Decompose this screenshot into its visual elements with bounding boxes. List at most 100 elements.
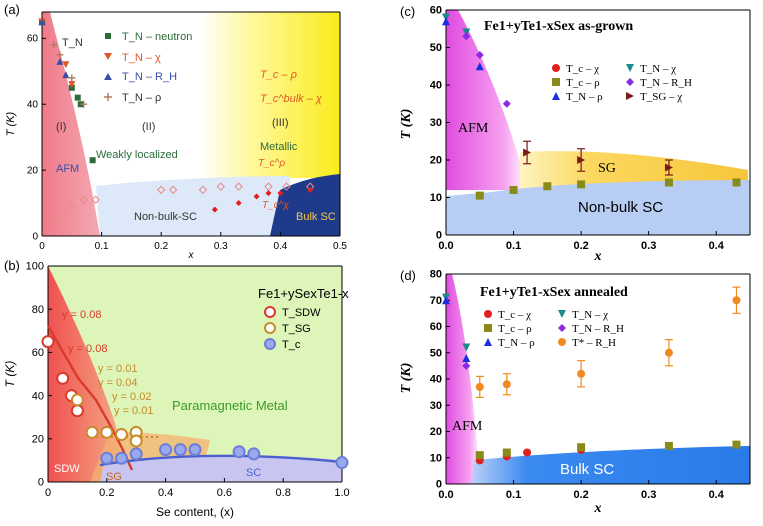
- legend-marker: [552, 64, 560, 72]
- b-point: [159, 443, 173, 457]
- point: [732, 440, 741, 449]
- legend-marker: [558, 324, 566, 332]
- c-legend: T_c – χ T_N – χ T_c – ρ T_N – R_H T_N – ρ T_S…: [552, 63, 692, 103]
- y-tick-label: 0: [38, 477, 44, 489]
- d-title: Fe1+yTe1-xSex annealed: [480, 285, 628, 300]
- b-y-annot-0: y = 0.08: [62, 309, 101, 321]
- a-point: [211, 206, 218, 213]
- a-point: [67, 202, 77, 211]
- panel-d-label: (d): [400, 268, 416, 283]
- x-tick-label: 0.1: [506, 240, 521, 252]
- d-ylabel: T (K): [399, 363, 414, 394]
- b-point: [173, 443, 187, 457]
- legend-marker: [484, 338, 492, 346]
- x-tick-label: 0.0: [438, 240, 453, 252]
- a-point: [38, 18, 46, 26]
- d-xlabel: x: [594, 501, 602, 516]
- y-tick-label: 0: [32, 231, 38, 242]
- y-tick-label: 0: [436, 230, 442, 242]
- a-ylabel: T (K): [5, 111, 17, 136]
- a-legend-marker-2: [104, 73, 112, 80]
- point: [577, 369, 586, 378]
- b-y-annot-2: y = 0.01: [98, 363, 137, 375]
- y-tick-label: 60: [32, 347, 44, 359]
- point: [732, 296, 741, 305]
- x-tick-label: 0: [39, 241, 45, 252]
- b-legend-label-0: T_SDW: [282, 307, 321, 319]
- x-tick-label: 0.4: [273, 241, 287, 252]
- y-tick-label: 80: [430, 269, 442, 281]
- y-tick-label: 20: [430, 155, 442, 167]
- x-tick-label: 0.3: [641, 489, 656, 501]
- legend-label: T_c – ρ: [498, 323, 532, 335]
- a-bulksc-label: Bulk SC: [296, 211, 336, 223]
- y-tick-label: 60: [430, 321, 442, 333]
- a-point: [168, 185, 178, 195]
- legend-marker: [626, 78, 634, 86]
- c-nonbulk-region: [446, 180, 750, 235]
- x-tick-label: 1.0: [334, 487, 349, 499]
- point: [462, 343, 471, 352]
- a-point: [62, 61, 70, 69]
- point: [462, 361, 471, 370]
- point: [664, 441, 673, 450]
- a-point: [235, 200, 242, 207]
- x-tick-label: 0.2: [573, 240, 588, 252]
- y-tick-label: 100: [26, 261, 44, 273]
- a-point: [156, 185, 166, 195]
- panel-d: 0.0 0.1 0.2 0.3 0.4 0 10 20 30 40 50 60 70 80 x T (K)…: [399, 269, 751, 516]
- a-point: [61, 208, 71, 218]
- a-point: [277, 190, 284, 197]
- a-point: [68, 80, 76, 88]
- c-nonbulk-label: Non-bulk SC: [578, 199, 663, 216]
- b-legend-label-2: T_c: [282, 339, 301, 351]
- point: [509, 186, 518, 194]
- b-legend-marker-2: [264, 338, 276, 350]
- b-xlabel: Se content, (x): [156, 505, 234, 519]
- a-legend: T_N – neutron T_N – χ T_N – R_H T_N – ρ: [104, 31, 192, 104]
- y-tick-label: 0: [436, 479, 442, 491]
- point: [462, 354, 471, 362]
- d-bulksc-label: Bulk SC: [560, 461, 614, 478]
- legend-label: T_N – χ: [572, 309, 608, 321]
- point: [475, 451, 484, 460]
- a-point: [264, 182, 273, 191]
- y-tick-label: 40: [27, 100, 39, 111]
- a-point: [198, 185, 208, 195]
- a-tc-bottom-label: T_c^χ: [262, 200, 289, 211]
- x-tick-label: 0.4: [158, 487, 173, 499]
- legend-marker: [558, 338, 566, 346]
- b-point: [247, 447, 261, 461]
- b-sc-label: SC: [246, 467, 261, 479]
- c-ylabel: T (K): [399, 109, 414, 140]
- legend-marker: [626, 64, 634, 72]
- x-tick-label: 0.8: [276, 487, 291, 499]
- b-point: [232, 445, 246, 459]
- a-legend-label-2: T_N – R_H: [122, 71, 177, 83]
- sc-region: [100, 455, 342, 482]
- legend-label: T_SG – χ: [640, 91, 682, 103]
- x-tick-label: 0.4: [709, 240, 725, 252]
- point: [577, 156, 586, 164]
- y-tick-label: 50: [430, 347, 442, 359]
- y-tick-label: 20: [32, 433, 44, 445]
- x-tick-label: 0.3: [214, 241, 228, 252]
- a-point: [79, 195, 88, 204]
- b-sg-label: SG: [106, 471, 122, 483]
- a-point: [56, 57, 64, 65]
- b-point: [100, 425, 114, 439]
- a-point: [282, 182, 291, 191]
- c-title: Fe1+yTe1-xSex as-grown: [484, 19, 633, 34]
- x-tick-label: 0.4: [709, 489, 725, 501]
- a-legend-label-1: T_N – χ: [122, 52, 161, 64]
- d-afm-label: AFM: [452, 419, 483, 434]
- x-tick-label: 0.0: [438, 489, 453, 501]
- a-legend-label-0: T_N – neutron: [122, 31, 192, 43]
- y-tick-label: 50: [430, 42, 442, 54]
- y-tick-label: 30: [430, 400, 442, 412]
- c-afm-region: [446, 10, 528, 190]
- y-tick-label: 80: [32, 304, 44, 316]
- b-y-annot-5: y = 0.01: [114, 405, 153, 417]
- c-afm-label: AFM: [458, 121, 489, 136]
